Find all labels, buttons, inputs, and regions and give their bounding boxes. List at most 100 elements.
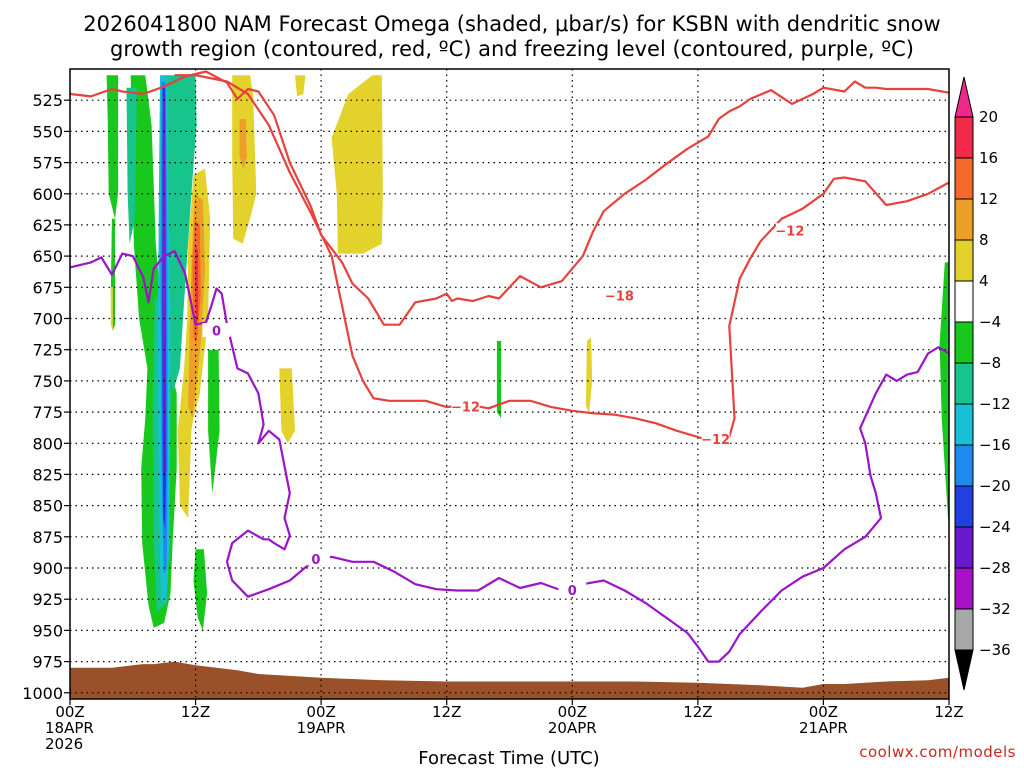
contour-label-freezing-c: 0: [568, 584, 577, 599]
colorbar-bin: [954, 116, 974, 159]
omega-pos-col-16: [195, 243, 199, 325]
colorbar-label: 12: [979, 190, 998, 208]
colorbar-label: −12: [979, 395, 1011, 413]
colorbar-label: −20: [979, 477, 1011, 495]
omega-small-neg: [496, 341, 502, 419]
omega-late-neg-8: [939, 262, 949, 527]
contour-label-freezing-c-bg: [558, 582, 587, 597]
terrain-layer: [70, 661, 949, 699]
colorbar-label: −4: [979, 313, 1001, 331]
x-axis-title: Forecast Time (UTC): [418, 748, 599, 768]
colorbar-bin: [954, 157, 974, 200]
x-tick-label: 00Z: [55, 703, 84, 721]
y-tick-label: 800: [32, 434, 63, 453]
y-tick-label: 650: [32, 247, 63, 266]
colorbar-bin: [954, 567, 974, 610]
y-tick-label: 600: [32, 185, 63, 204]
omega-neg-col-8d: [193, 549, 208, 631]
contour-label-dgz-lower-c: −12: [775, 225, 804, 240]
contour-label-dgz-upper-bg: [605, 288, 634, 302]
colorbar-bin: [954, 485, 974, 528]
contour-label-freezing-a-bg: [202, 323, 231, 337]
chart-title-line-1: 2026041800 NAM Forecast Omega (shaded, μ…: [83, 12, 940, 36]
y-tick-label: 750: [32, 372, 63, 391]
y-tick-label: 775: [32, 403, 63, 422]
y-tick-label: 700: [32, 310, 63, 329]
y-tick-label: 850: [32, 497, 63, 516]
omega-upper-pos-f: [585, 337, 593, 414]
contour-label-freezing-a: 0: [212, 325, 221, 340]
x-tick-label: 00Z: [306, 703, 335, 721]
colorbar-bin: [954, 280, 974, 323]
colorbar-label: −16: [979, 436, 1011, 454]
y-tick-label: 525: [32, 91, 63, 110]
colorbar-label: 20: [979, 108, 998, 126]
y-tick-label: 675: [32, 278, 63, 297]
colorbar-label: −28: [979, 559, 1011, 577]
contour-label-dgz-lower-a: −12: [451, 401, 480, 416]
y-tick-label: 900: [32, 559, 63, 578]
contour-lines: [70, 70, 949, 663]
contour-label-dgz-lower-c-bg: [775, 223, 804, 238]
contour-dgz-upper: [70, 70, 949, 326]
x-tick-label: 12Z: [432, 703, 461, 721]
x-tick-label: 00Z: [558, 703, 587, 721]
omega-upper-pos-c: [295, 75, 306, 97]
contour-label-freezing-b-bg: [301, 551, 330, 566]
colorbar-top-arrow: [954, 76, 974, 118]
colorbar-label: 4: [979, 272, 989, 290]
contour-label-dgz-lower-b-bg: [701, 431, 730, 446]
colorbar-bottom-arrow: [954, 649, 974, 691]
y-tick-label: 625: [32, 216, 63, 235]
omega-neg-col-32: [163, 100, 165, 431]
omega-shading: [106, 75, 949, 631]
colorbar-label: −32: [979, 600, 1011, 618]
x-tick-label: 21APR: [799, 719, 848, 737]
colorbar-bin: [954, 239, 974, 282]
colorbar-bin: [954, 444, 974, 487]
omega-neg-col-8b: [106, 75, 119, 219]
y-tick-label: 1000: [22, 684, 63, 703]
y-tick-label: 925: [32, 590, 63, 609]
omega-neg-col-8e: [208, 349, 220, 494]
x-tick-label: 19APR: [297, 719, 346, 737]
terrain-fill: [70, 661, 949, 699]
omega-small-pos: [110, 287, 113, 331]
contour-labels: −18 −12 −12 −12 0 0 0: [202, 223, 804, 599]
colorbar-label: −8: [979, 354, 1001, 372]
colorbar-bin: [954, 526, 974, 569]
colorbar-bin: [954, 321, 974, 364]
x-tick-label: 18APR: [45, 719, 94, 737]
colorbar-label: 8: [979, 231, 989, 249]
contour-freezing-level: [70, 250, 949, 663]
colorbar-bin: [954, 362, 974, 405]
omega-neg-col-12b: [126, 87, 137, 244]
y-tick-label: 550: [32, 122, 63, 141]
chart-title-line-2: growth region (contoured, red, ºC) and f…: [110, 37, 914, 61]
y-tick-label: 575: [32, 154, 63, 173]
y-axis: 525 550 575 600 625 650 675 700 725 750 775 800 825 8…: [22, 91, 70, 703]
y-tick-label: 875: [32, 528, 63, 547]
colorbar-label: 16: [979, 149, 998, 167]
plot-frame: [69, 68, 950, 700]
contour-label-dgz-lower-a-bg: [451, 399, 480, 414]
x-tick-label: 20APR: [548, 719, 597, 737]
contour-label-freezing-b: 0: [311, 553, 320, 568]
omega-neg-col-12: [163, 75, 197, 394]
y-tick-label: 950: [32, 621, 63, 640]
colorbar-bin: [954, 608, 974, 651]
x-tick-label: 12Z: [934, 703, 963, 721]
omega-upper-pos-e: [279, 368, 295, 444]
colorbar-label: −24: [979, 518, 1011, 536]
y-tick-label: 825: [32, 465, 63, 484]
colorbar-label: −36: [979, 641, 1011, 659]
credit-text: coolwx.com/models: [859, 743, 1016, 761]
y-tick-label: 975: [32, 653, 63, 672]
x-tick-label: 2026: [45, 735, 83, 753]
x-tick-label: 12Z: [181, 703, 210, 721]
x-tick-label: 12Z: [683, 703, 712, 721]
colorbar-bin: [954, 403, 974, 446]
colorbar-bin: [954, 198, 974, 241]
